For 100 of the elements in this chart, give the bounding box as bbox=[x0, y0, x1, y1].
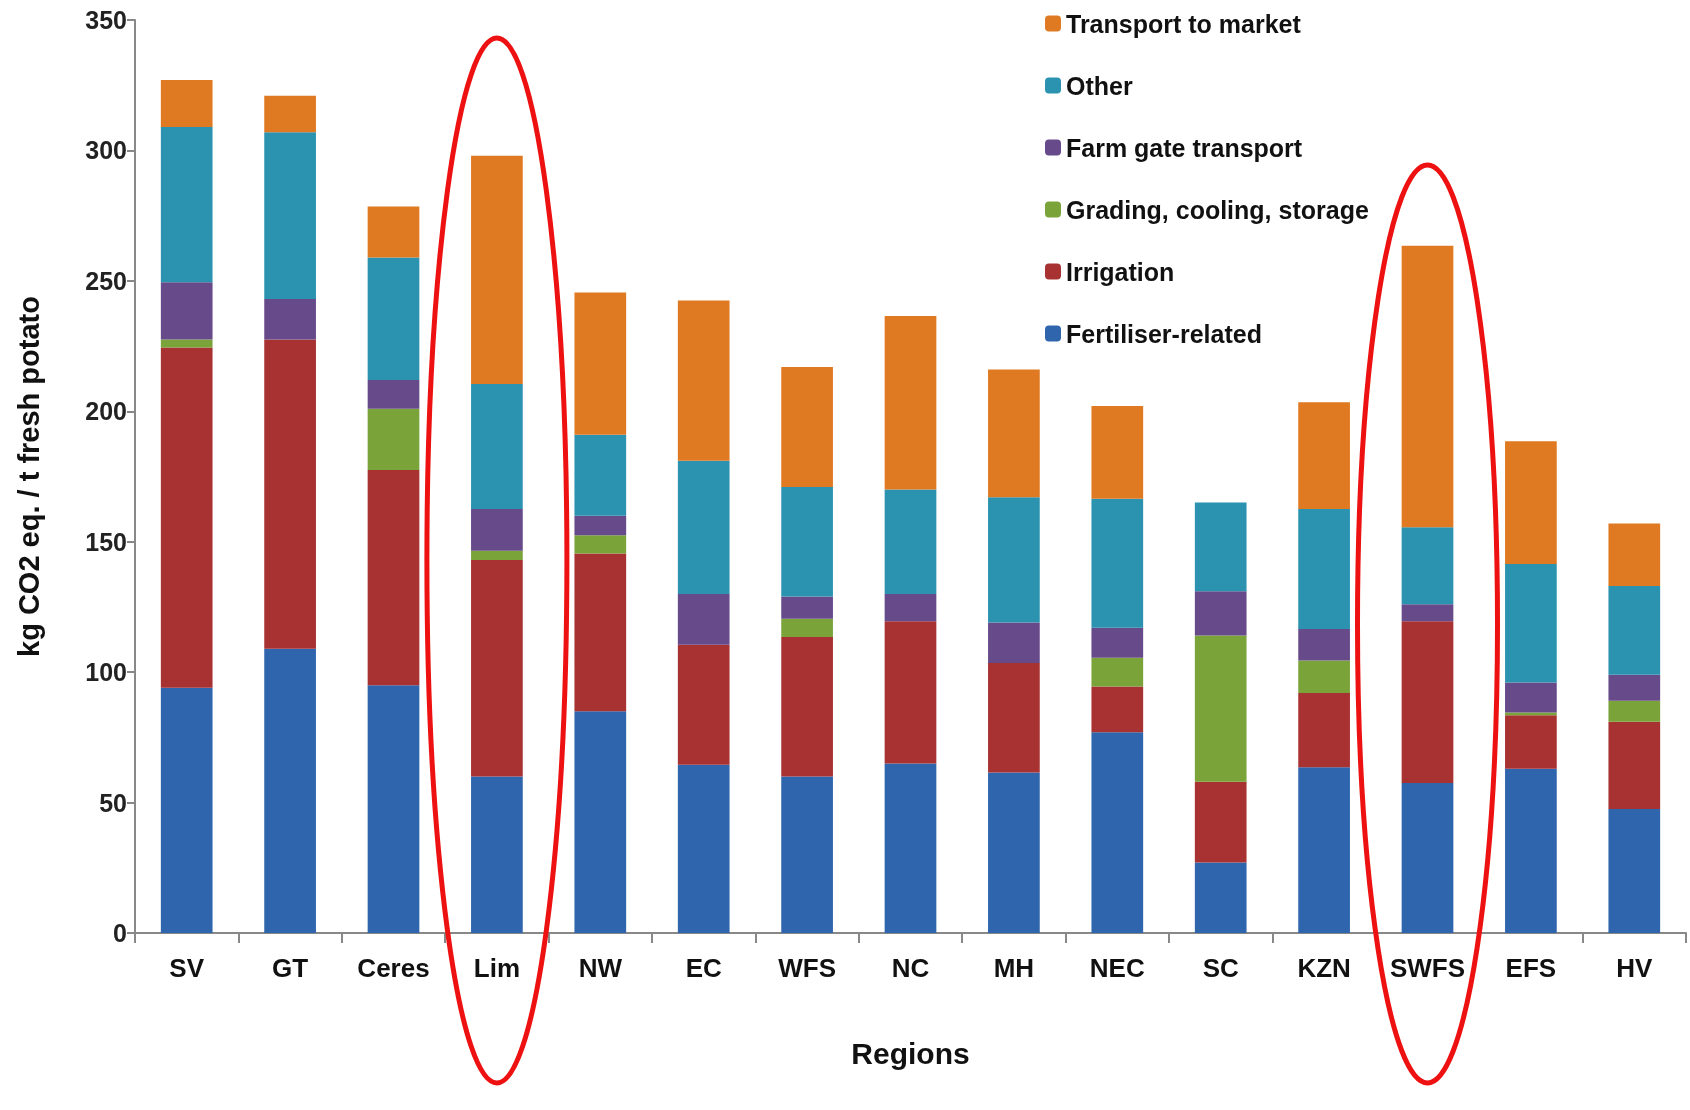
bar bbox=[471, 559, 523, 777]
bar bbox=[677, 300, 730, 461]
bar bbox=[988, 622, 1040, 664]
x-tick-label: EFS bbox=[1505, 953, 1557, 983]
bar bbox=[471, 383, 523, 510]
bar bbox=[1194, 635, 1247, 782]
y-tick-label: 200 bbox=[85, 397, 127, 426]
bar bbox=[160, 687, 213, 933]
bar bbox=[574, 434, 627, 516]
bar bbox=[1298, 660, 1350, 694]
bar bbox=[471, 509, 523, 551]
y-tick-label: 100 bbox=[85, 658, 127, 687]
bar bbox=[367, 206, 420, 258]
bar bbox=[1401, 621, 1454, 784]
bar bbox=[1608, 721, 1661, 810]
x-axis-title: Regions bbox=[851, 1036, 970, 1070]
bar bbox=[574, 515, 627, 536]
bar bbox=[471, 155, 523, 384]
x-tick-label: SWFS bbox=[1389, 953, 1466, 983]
x-tick-label: EC bbox=[685, 953, 722, 983]
x-tick-label: MH bbox=[993, 953, 1035, 983]
bar bbox=[1401, 783, 1454, 933]
bar bbox=[677, 764, 730, 933]
bar bbox=[677, 460, 730, 594]
bar bbox=[574, 292, 627, 435]
bar bbox=[677, 644, 730, 765]
bar bbox=[1091, 732, 1144, 933]
bar bbox=[367, 469, 420, 686]
bar bbox=[781, 776, 833, 933]
bar bbox=[367, 685, 420, 933]
bar bbox=[367, 379, 420, 409]
bar bbox=[988, 663, 1040, 773]
bar bbox=[1091, 657, 1144, 687]
bar bbox=[1298, 629, 1350, 661]
bar bbox=[781, 618, 833, 637]
bar bbox=[264, 95, 316, 133]
x-tick-label: Lim bbox=[473, 953, 521, 983]
bar bbox=[1091, 627, 1144, 658]
bar bbox=[1298, 767, 1350, 933]
bar bbox=[574, 535, 627, 554]
x-tick-label: NC bbox=[891, 953, 930, 983]
bar bbox=[160, 347, 213, 688]
bar bbox=[264, 132, 316, 300]
legend-label: Fertiliser-related bbox=[1066, 319, 1262, 348]
y-tick-label: 350 bbox=[85, 6, 127, 34]
bar bbox=[574, 553, 627, 712]
y-tick-label: 50 bbox=[99, 788, 127, 817]
bar bbox=[988, 772, 1040, 933]
bar bbox=[1608, 809, 1661, 933]
bar bbox=[471, 550, 523, 560]
y-tick-label: 250 bbox=[85, 266, 127, 295]
x-tick-label: NW bbox=[578, 953, 623, 983]
bar bbox=[1091, 406, 1144, 499]
bar bbox=[1505, 682, 1557, 713]
legend-label: Irrigation bbox=[1066, 257, 1175, 286]
bar bbox=[1194, 502, 1247, 592]
bar bbox=[781, 636, 833, 777]
bar bbox=[1401, 245, 1454, 528]
bar bbox=[1505, 563, 1557, 683]
y-axis-title: kg CO2 eq. / t fresh potato bbox=[12, 296, 45, 657]
bar bbox=[1608, 523, 1661, 587]
bar bbox=[781, 596, 833, 619]
y-tick-label: 300 bbox=[85, 136, 127, 165]
bar bbox=[1505, 768, 1557, 933]
legend-label: Grading, cooling, storage bbox=[1066, 195, 1369, 224]
bar bbox=[1298, 693, 1350, 768]
legend-label: Other bbox=[1066, 71, 1133, 100]
bar bbox=[264, 339, 316, 649]
bar bbox=[884, 621, 937, 764]
bar bbox=[988, 369, 1040, 498]
bar bbox=[781, 366, 833, 487]
bar bbox=[884, 316, 937, 490]
x-tick-label: SV bbox=[169, 953, 205, 983]
x-tick-label: HV bbox=[1616, 953, 1654, 983]
bar bbox=[160, 80, 213, 127]
y-tick-label: 0 bbox=[113, 919, 127, 947]
bar bbox=[1298, 402, 1350, 510]
bar bbox=[1194, 591, 1247, 636]
bar bbox=[1091, 498, 1144, 628]
bar bbox=[1401, 527, 1454, 605]
bar bbox=[677, 593, 730, 645]
bar bbox=[884, 763, 937, 933]
bar bbox=[574, 711, 627, 933]
legend-label: Farm gate transport bbox=[1066, 133, 1303, 162]
legend-label: Transport to market bbox=[1066, 9, 1302, 38]
bar bbox=[367, 408, 420, 470]
bar bbox=[884, 489, 937, 594]
x-tick-label: Ceres bbox=[357, 953, 430, 983]
bar bbox=[1608, 674, 1661, 701]
bar bbox=[1505, 715, 1557, 769]
bar bbox=[781, 486, 833, 597]
bar bbox=[1608, 586, 1661, 675]
bar bbox=[1194, 781, 1247, 863]
bar bbox=[988, 497, 1040, 623]
x-tick-label: SC bbox=[1202, 953, 1239, 983]
bar bbox=[471, 776, 523, 933]
bar bbox=[884, 593, 937, 622]
bar bbox=[160, 126, 213, 283]
bar bbox=[264, 648, 316, 933]
x-tick-label: KZN bbox=[1297, 953, 1351, 983]
